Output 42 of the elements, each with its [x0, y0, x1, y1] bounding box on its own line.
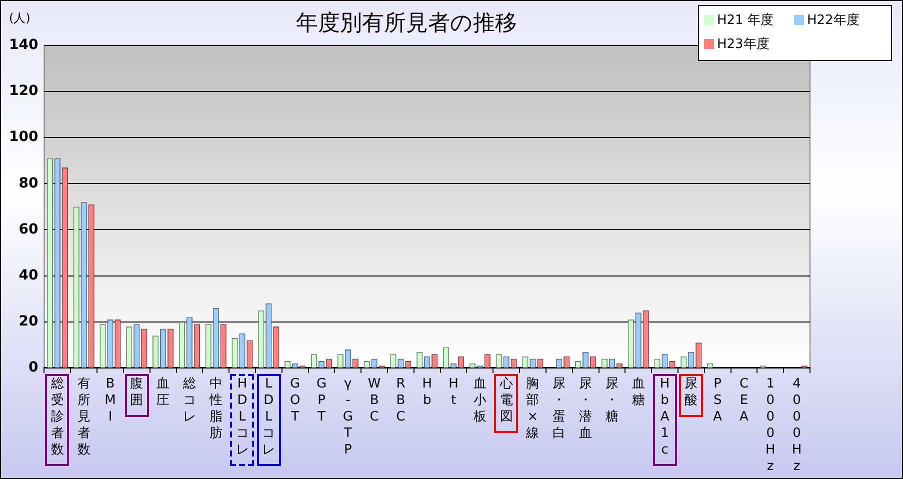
legend-label: H21 年度: [717, 12, 774, 29]
x-tick-label: GPT: [316, 376, 327, 425]
x-tick-label: 1000Hz: [766, 376, 776, 474]
chart-title: 年度別有所見者の推移: [296, 10, 517, 36]
x-tick-label: 尿・蛋白: [552, 376, 566, 442]
x-tick-label: HbA1c: [660, 376, 670, 458]
y-tick-label: 20: [18, 314, 38, 330]
x-tick-label: BMI: [104, 376, 116, 425]
x-tick-label: HDLコレ: [236, 376, 249, 458]
x-tick-label: 中性脂肪: [208, 376, 222, 442]
x-tick-label: 腹囲: [130, 376, 144, 408]
x-tick-label: γ-GTP: [342, 376, 353, 458]
y-tick-label: 140: [8, 37, 38, 54]
y-tick-label: 120: [8, 83, 38, 100]
x-tick-label: 有所見者数: [77, 376, 90, 458]
x-tick-label: 総コレ: [182, 376, 196, 425]
x-tick-label: WBC: [368, 376, 381, 425]
x-tick-label: Hb: [422, 376, 432, 408]
x-tick-label: LDLコレ: [262, 376, 276, 458]
x-tick-label: 血小板: [472, 376, 486, 425]
y-tick-label: 100: [8, 129, 38, 146]
x-tick-label: 血糖: [632, 376, 645, 408]
y-tick-label: 80: [18, 175, 38, 192]
x-tick-label: RBC: [396, 376, 406, 425]
x-tick-label: 尿酸: [684, 376, 698, 408]
y-tick-label: 60: [18, 221, 38, 238]
x-tick-label: 心電図: [498, 376, 513, 425]
legend-label: H22年度: [807, 12, 860, 29]
legend-label: H23年度: [717, 36, 770, 53]
x-tick-label: 尿・潜血: [579, 376, 592, 442]
x-tick-label: GOT: [290, 376, 300, 425]
y-tick-label: 0: [28, 360, 38, 376]
x-tick-label: CEA: [739, 376, 749, 425]
x-tick-label: 4000Hz: [792, 376, 802, 474]
y-tick-label: 40: [18, 267, 38, 284]
x-tick-label: 血圧: [156, 376, 170, 408]
x-tick-label: PSA: [713, 376, 722, 425]
y-axis-title: (人): [9, 11, 30, 26]
x-tick-label: 尿・糖: [605, 376, 618, 425]
x-tick-label: 胸部×線: [525, 376, 540, 442]
x-tick-label: Ht: [448, 376, 458, 408]
x-tick-label: 総受診者数: [50, 376, 64, 458]
